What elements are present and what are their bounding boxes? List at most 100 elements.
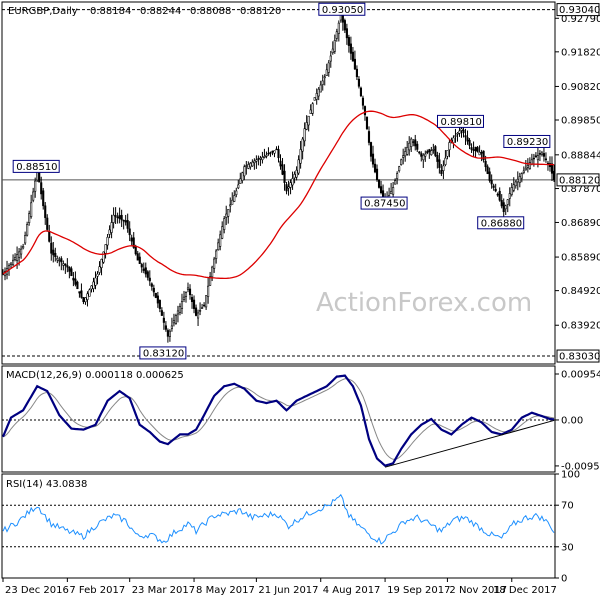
x-tick-label: 19 Sep 2017 xyxy=(387,585,450,596)
price-callout-box xyxy=(436,114,484,128)
candle-body xyxy=(46,217,49,230)
candle-body xyxy=(420,153,423,157)
candle-body xyxy=(82,297,85,303)
candle-body xyxy=(211,266,214,278)
x-tick-label: 23 Dec 2016 xyxy=(5,585,69,596)
candle-body xyxy=(345,28,348,39)
candle-body xyxy=(315,93,318,100)
candle-body xyxy=(311,103,314,114)
candle-body xyxy=(400,159,403,165)
candle-body xyxy=(297,159,300,174)
candle-body xyxy=(205,295,208,308)
candle-body xyxy=(253,160,256,164)
candle-body xyxy=(454,135,457,137)
candle-body xyxy=(323,76,326,79)
candle-body xyxy=(444,157,447,165)
candle-body xyxy=(325,69,328,76)
candle-body xyxy=(542,153,546,157)
rsi-line xyxy=(2,493,555,545)
candle-body xyxy=(476,147,479,152)
candle-body xyxy=(233,195,236,202)
candle-body xyxy=(269,152,272,154)
price-callout-box xyxy=(12,159,60,173)
candle-body xyxy=(518,176,521,183)
candle-body xyxy=(40,182,43,195)
price-y-tick-label: 0.90820 xyxy=(561,82,600,93)
candle-body xyxy=(136,253,139,261)
candle-body xyxy=(18,251,21,258)
x-tick-label: 7 Feb 2017 xyxy=(69,585,125,596)
candle-body xyxy=(347,37,350,46)
candle-body xyxy=(430,150,433,156)
candle-body xyxy=(144,267,147,275)
macd-line xyxy=(1,374,555,467)
candle-body xyxy=(494,188,497,192)
candle-body xyxy=(538,153,541,155)
candle-body xyxy=(434,146,437,156)
candle-body xyxy=(432,149,435,151)
candle-body xyxy=(9,262,13,265)
candle-body xyxy=(428,149,431,153)
price-level-label: 0.93040 xyxy=(559,5,600,16)
candle-body xyxy=(48,231,51,242)
pane-frame-rsi xyxy=(1,473,556,579)
candle-body xyxy=(78,291,81,294)
candle-body xyxy=(436,155,439,162)
candle-body xyxy=(184,292,188,297)
price-y-tick-label: 0.83920 xyxy=(561,321,600,332)
rsi-y-tick-label: 100 xyxy=(561,470,580,481)
candle-body xyxy=(275,148,278,151)
candle-body xyxy=(524,167,527,171)
candle-body xyxy=(379,186,383,193)
candle-body xyxy=(267,152,270,155)
candle-body xyxy=(510,187,513,195)
candle-body xyxy=(150,283,153,287)
candle-body xyxy=(359,87,363,97)
candle-body xyxy=(265,154,268,157)
macd-y-tick-label: 0.00 xyxy=(561,415,583,426)
price-level-label: 0.88120 xyxy=(559,175,600,186)
candle-body xyxy=(365,116,369,129)
candle-body xyxy=(142,268,145,271)
candle-body xyxy=(52,249,55,256)
candle-body xyxy=(528,162,531,169)
candle-body xyxy=(20,248,23,255)
candle-body xyxy=(464,135,467,138)
candle-body xyxy=(120,214,123,221)
candle-body xyxy=(351,51,354,62)
candle-body xyxy=(496,193,499,196)
candle-body xyxy=(128,228,131,236)
candle-body xyxy=(182,296,186,300)
candle-body xyxy=(456,132,459,135)
price-y-tick-label: 0.86890 xyxy=(561,218,600,229)
candle-body xyxy=(166,330,169,337)
price-level-box xyxy=(556,3,600,17)
x-tick-label: 4 Aug 2017 xyxy=(323,585,381,596)
candle-body xyxy=(402,155,405,158)
candle-body xyxy=(279,160,282,167)
candle-body xyxy=(468,139,471,146)
candle-body xyxy=(520,173,523,179)
candle-body xyxy=(369,142,373,157)
price-header-symbol: EURGBP,Daily xyxy=(8,6,78,17)
candle-body xyxy=(482,150,485,161)
price-y-tick-label: 0.92790 xyxy=(561,14,600,25)
candle-body xyxy=(207,285,210,298)
candle-body xyxy=(331,48,334,54)
macd-header: MACD(12,26,9) 0.000118 0.000625 xyxy=(6,370,184,381)
candle-body xyxy=(327,62,330,73)
candle-body xyxy=(174,315,178,324)
price-callout-box xyxy=(477,216,525,230)
candle-body xyxy=(353,58,356,70)
candle-body xyxy=(398,166,401,172)
candle-body xyxy=(11,259,15,266)
candle-body xyxy=(16,254,19,261)
candle-body xyxy=(277,149,280,159)
candle-body xyxy=(480,152,483,154)
candle-body xyxy=(180,301,184,309)
candle-body xyxy=(76,281,79,290)
candle-body xyxy=(363,106,367,116)
candle-body xyxy=(223,218,226,230)
candle-body xyxy=(188,288,192,296)
